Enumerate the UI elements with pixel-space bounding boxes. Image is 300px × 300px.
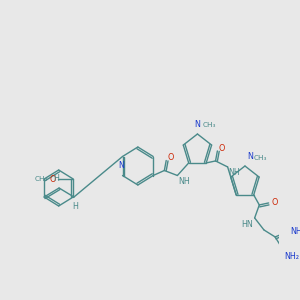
Text: NH: NH (290, 227, 300, 236)
Text: NH: NH (229, 168, 240, 177)
Text: N: N (194, 120, 200, 129)
Text: CH₃: CH₃ (34, 176, 48, 182)
Text: O: O (167, 153, 173, 162)
Text: CH₃: CH₃ (203, 122, 217, 128)
Text: O: O (272, 198, 278, 207)
Text: H: H (72, 202, 78, 211)
Text: O: O (218, 144, 225, 153)
Text: H: H (53, 174, 59, 183)
Text: N: N (247, 152, 253, 161)
Text: NH: NH (178, 176, 190, 185)
Text: CH₃: CH₃ (253, 155, 267, 161)
Text: N: N (118, 161, 124, 170)
Text: NH₂: NH₂ (284, 252, 299, 261)
Text: O: O (49, 175, 56, 184)
Text: HN: HN (241, 220, 253, 229)
